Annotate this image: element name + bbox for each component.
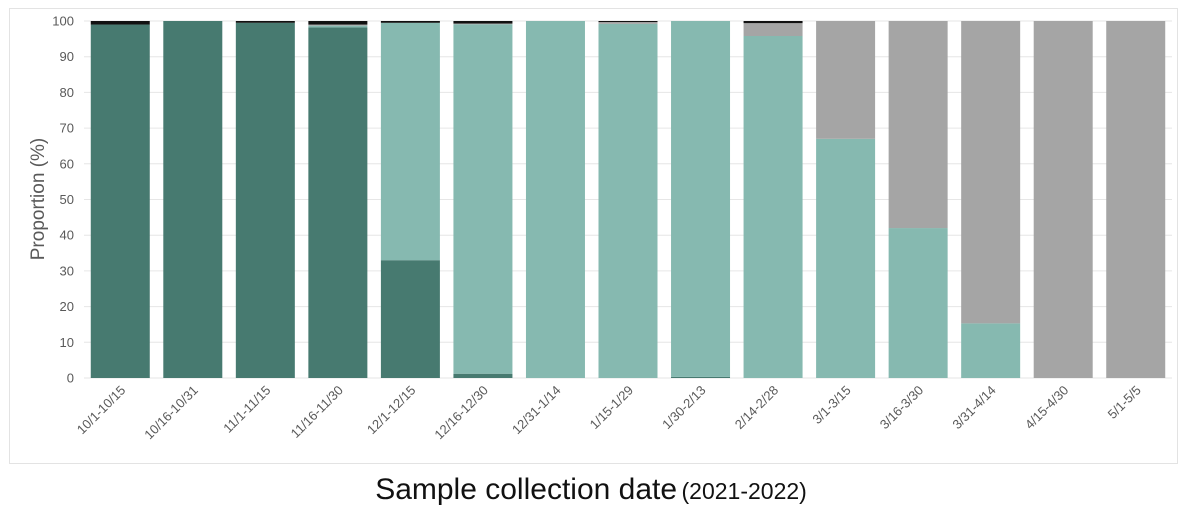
bar-segment — [1033, 21, 1093, 378]
bar-segment — [598, 23, 658, 379]
bar-segment — [888, 21, 948, 229]
bars — [90, 21, 1166, 379]
bar-segment — [453, 21, 513, 24]
x-tick-label: 4/15-4/30 — [1022, 383, 1071, 432]
bar-segment — [380, 22, 440, 261]
y-tick-label: 40 — [60, 228, 74, 243]
bar-segment — [598, 21, 658, 23]
bar-segment — [308, 27, 368, 379]
x-axis-title-sub: (2021-2022) — [681, 478, 807, 504]
y-tick-label: 30 — [60, 263, 74, 278]
y-tick-label: 60 — [60, 156, 74, 171]
bar-segment — [671, 376, 731, 378]
bar-segment — [743, 23, 803, 36]
bar-segment — [308, 21, 368, 25]
x-tick-label: 11/1-11/15 — [220, 383, 273, 436]
bar-segment — [380, 21, 440, 23]
bar-segment — [453, 373, 513, 378]
bar-segment — [163, 21, 223, 378]
bar-segment — [743, 21, 803, 24]
bar-segment — [453, 23, 513, 25]
bar-segment — [671, 21, 731, 377]
y-tick-label: 0 — [67, 371, 74, 386]
bar-segment — [235, 21, 295, 23]
x-axis-title-main: Sample collection date — [375, 473, 678, 506]
bar-segment — [308, 24, 368, 26]
y-tick-label: 90 — [60, 49, 74, 64]
x-tick-label: 1/30-2/13 — [659, 383, 708, 432]
bar-segment — [598, 22, 658, 24]
y-tick-label: 50 — [60, 192, 74, 207]
bar-segment — [961, 323, 1021, 378]
y-axis-title: Proportion (%) — [28, 138, 49, 261]
bar-segment — [888, 228, 948, 378]
y-tick-label: 70 — [60, 121, 74, 136]
bar-segment — [453, 24, 513, 374]
bar-segment — [816, 138, 876, 378]
bar-segment — [525, 21, 585, 378]
y-tick-label: 80 — [60, 85, 74, 100]
bar-segment — [90, 21, 150, 25]
x-tick-label: 3/16-3/30 — [877, 383, 926, 432]
y-tick-label: 100 — [52, 14, 74, 29]
bar-segment — [380, 260, 440, 378]
y-tick-label: 20 — [60, 299, 74, 314]
x-tick-label: 12/31-1/14 — [509, 383, 564, 438]
x-tick-label: 12/1-12/15 — [364, 383, 419, 438]
x-axis-title: Sample collection date (2021-2022) — [0, 473, 1182, 507]
bar-segment — [1106, 21, 1166, 378]
x-tick-label: 10/1-10/15 — [74, 383, 129, 438]
x-tick-label: 10/16-10/31 — [141, 383, 201, 443]
bar-segment — [90, 24, 150, 378]
bar-segment — [816, 21, 876, 139]
x-tick-labels: 10/1-10/15 10/16-10/31 11/1-11/15 11/16-11/… — [74, 383, 1144, 443]
x-tick-label: 2/14-2/28 — [732, 383, 781, 432]
x-tick-label: 11/16-11/30 — [288, 383, 346, 441]
bar-segment — [235, 22, 295, 378]
x-tick-label: 3/31-4/14 — [949, 383, 998, 432]
y-tick-labels: 0 10 20 30 40 50 60 70 80 90 100 — [52, 14, 74, 386]
bar-segment — [743, 35, 803, 379]
y-tick-label: 10 — [60, 335, 74, 350]
bar-segment — [308, 25, 368, 28]
x-tick-label: 5/1-5/5 — [1105, 383, 1144, 422]
x-tick-label: 3/1-3/15 — [809, 383, 853, 427]
x-tick-label: 12/16-12/30 — [431, 383, 491, 443]
stacked-bar-chart: 0 10 20 30 40 50 60 70 80 90 100 10/1-10/15 10/16-1… — [28, 14, 1172, 443]
x-tick-label: 1/15-1/29 — [587, 383, 636, 432]
bar-segment — [961, 21, 1021, 324]
